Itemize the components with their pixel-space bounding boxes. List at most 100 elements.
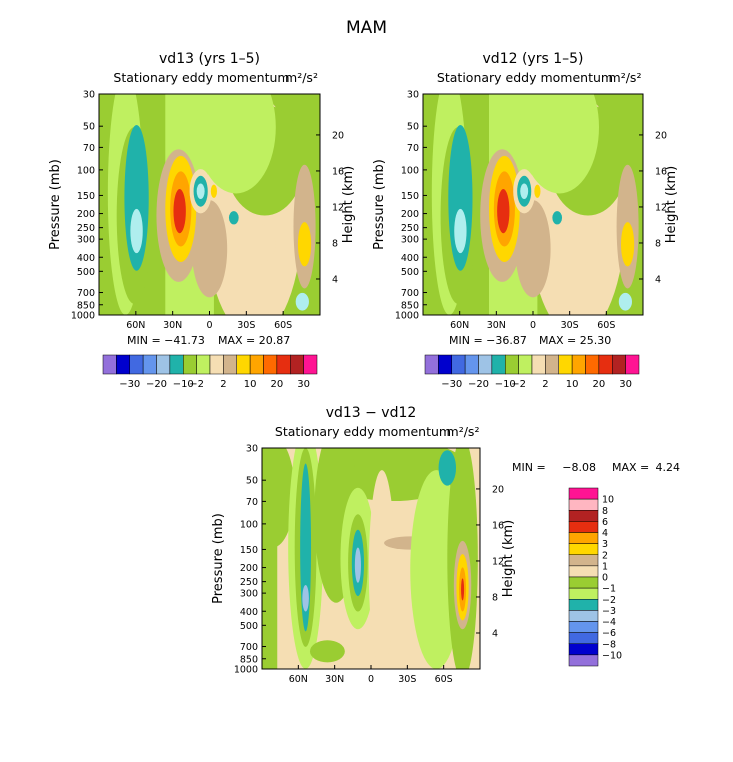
field-region bbox=[297, 222, 312, 267]
chart-subtitle: Stationary eddy momentum bbox=[275, 424, 451, 439]
colorbar-swatch bbox=[585, 354, 600, 375]
colorbar-label: −20 bbox=[146, 379, 167, 390]
y-right-tick-label: 8 bbox=[332, 238, 338, 249]
colorbar-label: 2 bbox=[220, 379, 226, 390]
y-right-tick-label: 4 bbox=[492, 628, 498, 639]
chart-panel-1: vd13 (yrs 1–5) Stationary eddy momentumm²… bbox=[48, 51, 356, 390]
y-tick-label: 400 bbox=[240, 607, 258, 618]
y-right-tick-label: 8 bbox=[492, 592, 498, 603]
field-region bbox=[461, 578, 465, 601]
y-tick-label: 150 bbox=[401, 191, 419, 202]
chart-title: vd13 − vd12 bbox=[326, 405, 417, 421]
colorbar-label: −10 bbox=[173, 379, 194, 390]
y-tick-label: 50 bbox=[83, 122, 95, 133]
colorbar-swatch bbox=[505, 354, 519, 375]
colorbar-label: 0 bbox=[602, 573, 608, 584]
colorbar-swatch bbox=[183, 354, 197, 375]
colorbar-label: 10 bbox=[244, 379, 257, 390]
field-region bbox=[621, 222, 635, 267]
field-region bbox=[354, 547, 361, 583]
y-right-tick-label: 12 bbox=[492, 556, 504, 567]
y-tick-label: 850 bbox=[401, 300, 419, 311]
y-tick-label: 400 bbox=[77, 253, 95, 264]
field-region bbox=[618, 292, 633, 311]
y-tick-label: 250 bbox=[401, 223, 419, 234]
colorbar-swatch bbox=[518, 354, 533, 375]
chart-panel-2: vd12 (yrs 1–5) Stationary eddy momentumm²… bbox=[372, 51, 679, 390]
chart-panel-3: vd13 − vd12 Stationary eddy momentumm²/s²… bbox=[211, 405, 680, 685]
chart-units: m²/s² bbox=[447, 424, 480, 439]
colorbar-swatch bbox=[156, 354, 171, 375]
y-tick-label: 70 bbox=[407, 143, 419, 154]
colorbar-swatch bbox=[451, 354, 466, 375]
x-tick-label: 0 bbox=[206, 320, 212, 331]
field-region bbox=[295, 292, 309, 311]
colorbar-label: 20 bbox=[593, 379, 606, 390]
contour-field bbox=[423, 94, 643, 315]
y-tick-label: 100 bbox=[77, 165, 95, 176]
y-tick-label: 700 bbox=[240, 642, 258, 653]
field-region bbox=[191, 200, 228, 298]
y-axis-label: Pressure (mb) bbox=[211, 513, 226, 604]
x-tick-label: 60N bbox=[450, 320, 469, 331]
colorbar-swatch bbox=[612, 354, 626, 375]
colorbar-swatch bbox=[568, 576, 599, 589]
colorbar-label: −30 bbox=[441, 379, 462, 390]
y-right-tick-label: 16 bbox=[332, 166, 344, 177]
y-tick-label: 50 bbox=[246, 476, 258, 487]
y-tick-label: 70 bbox=[246, 497, 258, 508]
y-tick-label: 850 bbox=[77, 300, 95, 311]
max-label: MAX = 20.87 bbox=[218, 334, 290, 347]
field-region bbox=[173, 189, 186, 234]
y-axis-label: Pressure (mb) bbox=[372, 159, 387, 250]
colorbar-swatch bbox=[196, 354, 211, 375]
colorbar-swatch bbox=[438, 354, 452, 375]
y-tick-label: 200 bbox=[401, 209, 419, 220]
field-region bbox=[497, 189, 510, 234]
x-tick-label: 30N bbox=[163, 320, 182, 331]
y-tick-label: 300 bbox=[77, 235, 95, 246]
y-tick-label: 70 bbox=[83, 143, 95, 154]
colorbar-swatch bbox=[531, 354, 546, 375]
field-region bbox=[519, 94, 599, 194]
x-tick-label: 60N bbox=[289, 674, 308, 685]
min-label: MIN = bbox=[512, 461, 546, 474]
colorbar-swatch bbox=[223, 354, 237, 375]
colorbar-label: 10 bbox=[566, 379, 579, 390]
y-tick-label: 700 bbox=[401, 288, 419, 299]
colorbar-swatch bbox=[236, 354, 251, 375]
colorbar-label: −8 bbox=[602, 639, 616, 650]
min-value: −8.08 bbox=[562, 461, 596, 474]
y-tick-label: 250 bbox=[240, 577, 258, 588]
chart-title: vd13 (yrs 1–5) bbox=[159, 51, 260, 67]
x-tick-label: 60S bbox=[435, 674, 453, 685]
y-tick-label: 500 bbox=[240, 621, 258, 632]
field-region bbox=[196, 183, 205, 199]
colorbar-label: −4 bbox=[602, 617, 616, 628]
colorbar-swatch bbox=[568, 554, 599, 567]
y-right-tick-label: 12 bbox=[655, 202, 667, 213]
field-region bbox=[210, 184, 218, 198]
y-tick-label: 300 bbox=[401, 235, 419, 246]
y-right-tick-label: 20 bbox=[492, 484, 504, 495]
y-right-axis-label: Height (km) bbox=[501, 520, 516, 597]
colorbar-label: 20 bbox=[271, 379, 284, 390]
y-tick-label: 150 bbox=[240, 545, 258, 556]
colorbar-swatch bbox=[263, 354, 278, 375]
colorbar-swatch bbox=[568, 654, 599, 667]
y-right-axis-label: Height (km) bbox=[341, 166, 356, 243]
field-region bbox=[515, 200, 551, 298]
colorbar-swatch bbox=[568, 621, 599, 633]
y-tick-label: 500 bbox=[77, 267, 95, 278]
colorbar-swatch bbox=[169, 354, 184, 375]
x-tick-label: 0 bbox=[530, 320, 536, 331]
colorbar-swatch bbox=[464, 354, 479, 375]
y-tick-label: 850 bbox=[240, 654, 258, 665]
colorbar-swatch bbox=[116, 354, 130, 375]
field-region bbox=[454, 208, 467, 254]
y-tick-label: 500 bbox=[401, 267, 419, 278]
field-region bbox=[368, 470, 395, 669]
y-tick-label: 150 bbox=[77, 191, 95, 202]
colorbar-label: −3 bbox=[602, 606, 616, 617]
y-tick-label: 30 bbox=[83, 90, 95, 101]
